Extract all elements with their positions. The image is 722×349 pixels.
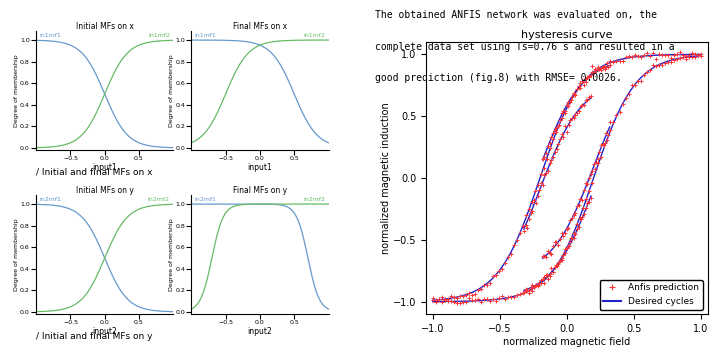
Title: Initial MFs on x: Initial MFs on x: [76, 22, 134, 31]
Text: in2mf1: in2mf1: [195, 197, 217, 202]
Title: Final MFs on y: Final MFs on y: [233, 186, 287, 195]
Text: in2mf2: in2mf2: [303, 197, 325, 202]
Legend: Anfis prediction, Desired cycles: Anfis prediction, Desired cycles: [599, 280, 703, 310]
Title: Final MFs on x: Final MFs on x: [233, 22, 287, 31]
Text: / Initial and final MFs on y: / Initial and final MFs on y: [36, 332, 152, 341]
X-axis label: normalized magnetic field: normalized magnetic field: [503, 336, 630, 347]
X-axis label: input1: input1: [92, 163, 117, 172]
Text: in1mf2: in1mf2: [148, 33, 170, 38]
Text: good prediction (fig.8) with RMSE= 0.0026.: good prediction (fig.8) with RMSE= 0.002…: [375, 73, 622, 83]
X-axis label: input2: input2: [92, 327, 117, 336]
Y-axis label: Degree of membership: Degree of membership: [14, 218, 19, 291]
Text: in1mf1: in1mf1: [40, 33, 61, 38]
Text: / Initial and final MFs on x: / Initial and final MFs on x: [36, 168, 152, 177]
Title: hysteresis curve: hysteresis curve: [521, 30, 612, 40]
X-axis label: input2: input2: [248, 327, 272, 336]
Text: in1mf1: in1mf1: [195, 33, 217, 38]
Text: in2mf1: in2mf1: [40, 197, 61, 202]
Text: in1mf2: in1mf2: [303, 33, 325, 38]
Title: Initial MFs on y: Initial MFs on y: [76, 186, 134, 195]
Text: The obtained ANFIS network was evaluated on, the: The obtained ANFIS network was evaluated…: [375, 10, 658, 21]
Y-axis label: Degree of membership: Degree of membership: [14, 54, 19, 127]
Text: complete data set using Ts=0.76 s and resulted in a: complete data set using Ts=0.76 s and re…: [375, 42, 675, 52]
Y-axis label: Degree of membership: Degree of membership: [169, 218, 174, 291]
X-axis label: input1: input1: [248, 163, 272, 172]
Text: in2mf2: in2mf2: [148, 197, 170, 202]
Y-axis label: Degree of membership: Degree of membership: [169, 54, 174, 127]
Y-axis label: normalized magnetic induction: normalized magnetic induction: [381, 102, 391, 254]
